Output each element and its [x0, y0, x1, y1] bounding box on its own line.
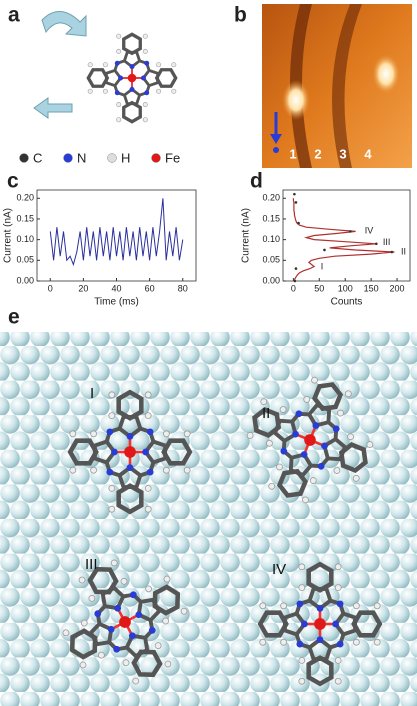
legend-label: C [33, 150, 42, 165]
x-tick-label: 50 [314, 283, 324, 293]
molecule-label: II [262, 405, 270, 422]
y-tick-label: 0.00 [262, 275, 280, 285]
data-point [297, 221, 300, 225]
x-tick-label: 200 [390, 283, 405, 293]
x-tick-label: 80 [178, 283, 188, 293]
move-arrow [33, 97, 73, 119]
plot-frame [282, 189, 411, 282]
x-tick-label: 150 [364, 283, 379, 293]
x-tick-label: 60 [145, 283, 155, 293]
y-tick-label: 0.15 [262, 213, 280, 223]
x-axis-label: Counts [331, 297, 363, 308]
tip-arrow-head [270, 134, 282, 144]
panel-label: d [250, 170, 263, 193]
y-axis-label: Current (nA) [3, 208, 14, 263]
annotation: III [383, 237, 391, 247]
y-tick-label: 0.20 [16, 193, 34, 203]
legend-swatch [151, 153, 161, 163]
x-tick-label: 0 [291, 283, 296, 293]
marker-label: 3 [339, 146, 346, 161]
x-tick-label: 100 [338, 283, 353, 293]
molecule-blob [372, 54, 400, 94]
panel-b: b 1 2 3 4 [234, 4, 412, 168]
data-point [293, 192, 296, 196]
y-tick-label: 0.10 [262, 234, 280, 244]
data-point [390, 250, 394, 254]
data-point [375, 242, 378, 246]
annotation: I [321, 262, 324, 272]
x-tick-label: 20 [78, 283, 88, 293]
molecule-label: I [90, 385, 94, 402]
data-point [294, 201, 298, 204]
plot-frame [36, 189, 197, 282]
y-tick-label: 0.00 [16, 275, 34, 285]
data-line [292, 198, 395, 282]
y-tick-label: 0.05 [262, 255, 280, 265]
annotation: II [401, 246, 406, 256]
marker-label: 4 [364, 146, 372, 161]
legend-label: H [121, 150, 130, 165]
panel-label: e [8, 306, 20, 329]
tip-position [273, 147, 279, 153]
legend-label: N [77, 150, 86, 165]
annotation: IV [365, 226, 374, 236]
rotate-arrow [41, 11, 87, 37]
panel-label: c [7, 170, 19, 193]
legend: C N H Fe [19, 150, 180, 165]
data-point [294, 267, 298, 270]
y-tick-label: 0.15 [16, 213, 34, 223]
data-point [323, 248, 326, 252]
data-point [349, 230, 352, 233]
molecule-label: III [85, 556, 98, 573]
y-tick-label: 0.05 [16, 255, 34, 265]
y-tick-label: 0.10 [16, 234, 34, 244]
x-tick-label: 0 [48, 283, 53, 293]
data-point [293, 279, 297, 283]
surface [0, 332, 417, 706]
marker-label: 2 [314, 146, 321, 161]
molecule [88, 34, 176, 122]
x-axis-label: Time (ms) [94, 297, 139, 308]
data-line [49, 198, 184, 267]
molecule-label: IV [272, 561, 286, 578]
panel-label: a [8, 4, 20, 27]
legend-swatch [107, 153, 117, 163]
legend-swatch [63, 153, 73, 163]
charts: c 0.00 0.05 0.10 0.15 0.20 0 20 40 60 80 Time (ms) C… [3, 170, 411, 308]
legend-label: Fe [165, 150, 180, 165]
panel-label: b [234, 4, 247, 27]
step-edge [332, 4, 362, 168]
markers: 1 2 3 4 [289, 146, 372, 161]
x-tick-label: 40 [111, 283, 121, 293]
y-axis-label: Current (nA) [241, 208, 252, 263]
marker-label: 1 [289, 146, 296, 161]
molecule-blob [282, 80, 310, 120]
legend-swatch [19, 153, 29, 163]
panel-a: a C N H Fe [8, 4, 180, 166]
y-tick-label: 0.20 [262, 193, 280, 203]
